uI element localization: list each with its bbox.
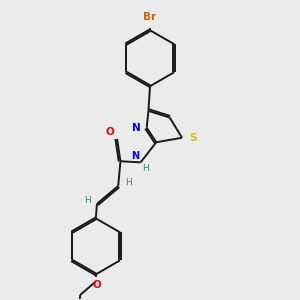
Text: H: H [84,196,91,205]
Text: O: O [105,127,114,137]
Text: H: H [125,178,132,187]
Text: H: H [142,164,149,173]
Text: S: S [189,133,196,143]
Text: Br: Br [143,13,157,22]
Text: N: N [132,123,141,133]
Text: O: O [92,280,101,290]
Text: N: N [131,151,139,161]
